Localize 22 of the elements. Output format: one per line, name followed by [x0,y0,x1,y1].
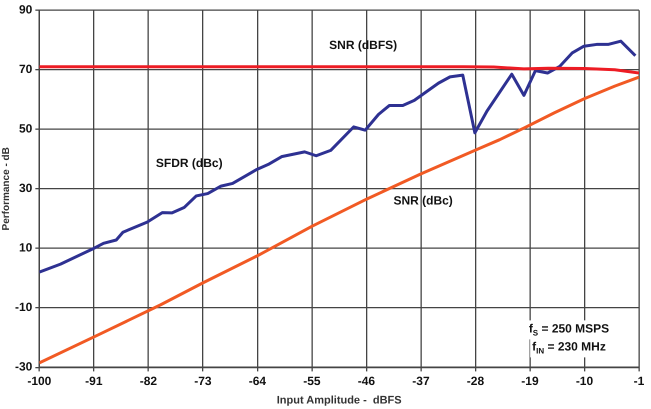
x-tick-label: -55 [303,374,321,388]
x-tick-label: -82 [140,374,158,388]
x-tick-label: -37 [412,374,430,388]
y-tick-label: -30 [15,360,33,374]
x-tick-label: -100 [27,374,52,388]
y-tick-label: -10 [15,300,33,314]
y-tick-label: 50 [18,122,33,136]
x-tick-label: -28 [466,374,484,388]
x-tick-label: -1 [634,374,645,388]
x-tick-label: -64 [248,374,266,388]
y-tick-label: 90 [18,2,33,17]
x-axis-title: Input Amplitude - dBFS [276,394,402,406]
x-tick-label: -46 [358,374,376,388]
y-axis-title: Performance - dB [0,147,12,230]
y-tick-label: 70 [18,62,33,76]
series-label: SNR (dBc) [393,194,453,208]
x-tick-label: -91 [85,374,103,388]
y-tick-label: 10 [18,240,33,255]
x-tick-label: -73 [194,374,212,388]
x-tick-label: -10 [576,374,594,388]
x-tick-label: -19 [521,374,539,388]
y-tick-label: 30 [18,181,33,196]
